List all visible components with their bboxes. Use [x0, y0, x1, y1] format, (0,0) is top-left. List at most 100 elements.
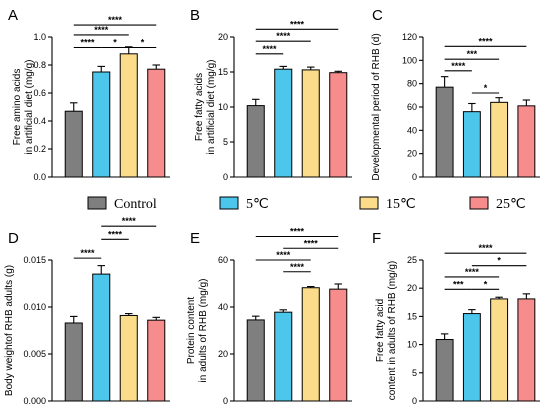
y-axis-label: Free fatty acidcontent in adults of RHB … — [375, 261, 398, 401]
legend-label: 15℃ — [386, 197, 416, 212]
y-axis-label-line: Developmental period of RHB (d) — [371, 33, 382, 180]
significance-label: *** — [453, 279, 464, 289]
y-axis-label: Protein contentin adults of RHB (mg/g) — [186, 279, 209, 383]
y-tick-label: 120 — [402, 32, 417, 42]
y-tick-label: 0 — [412, 396, 417, 406]
significance-label: * — [141, 38, 145, 48]
y-tick-label: 100 — [402, 55, 417, 65]
significance-label: **** — [94, 25, 109, 35]
bar — [147, 319, 166, 402]
bar — [301, 69, 320, 178]
y-tick-label: 0.6 — [33, 88, 46, 98]
significance-label: * — [484, 279, 488, 289]
y-axis-label-line: in artificial diet (mg/g) — [24, 59, 35, 154]
y-tick-label: 0 — [412, 172, 417, 182]
y-tick-label: 20 — [407, 283, 417, 293]
y-axis-label-line: Free fatty acids — [194, 73, 205, 141]
y-axis-label-line: Body weightof RHB adults (g) — [4, 265, 15, 396]
legend-swatch — [359, 196, 379, 210]
y-tick-label: 15 — [218, 67, 228, 77]
significance-label: **** — [290, 227, 305, 237]
bar — [119, 314, 138, 402]
y-axis-label: Free amino acidsin artificial diet (mg/g… — [12, 59, 35, 154]
legend-item: 15℃ — [359, 196, 416, 212]
bar — [435, 86, 454, 178]
panel-letter: F — [372, 230, 381, 247]
y-tick-label: 20 — [218, 32, 228, 42]
legend-label: 5℃ — [246, 197, 269, 212]
y-axis-label-line: Free amino acids — [12, 69, 23, 146]
bar — [246, 319, 265, 402]
legend-item: 25℃ — [469, 196, 526, 212]
significance-label: **** — [451, 61, 466, 71]
y-tick-label: 0.8 — [33, 60, 46, 70]
bar — [64, 322, 83, 402]
legend-swatch — [469, 196, 489, 210]
y-tick-label: 0.000 — [23, 396, 46, 406]
legend-item: 5℃ — [219, 196, 269, 212]
significance-label: **** — [290, 19, 305, 29]
panel-letter: B — [190, 7, 200, 24]
significance-label: **** — [478, 243, 493, 253]
panel-e: E 0 20 40 60 Protein contentin adults of RHB … — [186, 227, 352, 406]
bar — [301, 287, 320, 402]
y-tick-label: 15 — [407, 311, 417, 321]
y-axis-label: Body weightof RHB adults (g) — [4, 265, 15, 396]
significance-label: **** — [478, 36, 493, 46]
significance-label: **** — [465, 267, 480, 277]
bar — [64, 110, 83, 178]
y-tick-label: 1.0 — [33, 32, 46, 42]
bar — [147, 68, 166, 178]
panel-a: A 0.0 0.2 0.4 0.6 0.8 1.0 Free amino acidsin ar… — [8, 7, 170, 182]
bar — [119, 53, 138, 178]
y-tick-label: 60 — [407, 102, 417, 112]
significance-label: * — [497, 256, 501, 266]
y-tick-label: 10 — [218, 102, 228, 112]
y-axis-label-line: Free fatty acid — [375, 299, 386, 362]
y-tick-label: 10 — [407, 340, 417, 350]
significance-label: *** — [467, 49, 478, 59]
legend: Control 5℃ 15℃ 25℃ — [87, 196, 526, 212]
significance-label: * — [113, 38, 117, 48]
significance-label: **** — [290, 262, 305, 272]
y-axis-label-line: Protein content — [186, 297, 197, 364]
y-tick-label: 60 — [218, 255, 228, 265]
significance-label: **** — [262, 44, 277, 54]
panel-f: F 0 5 10 15 20 25 Free fatty acidcontent in adu… — [372, 230, 540, 406]
bar — [435, 339, 454, 402]
significance-label: **** — [304, 238, 319, 248]
y-tick-label: 0.005 — [23, 349, 46, 359]
panel-letter: E — [190, 230, 200, 247]
significance-label: **** — [80, 38, 95, 48]
panel-letter: A — [8, 7, 18, 24]
y-tick-label: 0 — [223, 396, 228, 406]
legend-label: Control — [114, 197, 157, 212]
y-axis-label-line: in adults of RHB (mg/g) — [198, 279, 209, 383]
bar — [517, 298, 536, 402]
bar — [274, 68, 293, 178]
y-tick-label: 40 — [407, 125, 417, 135]
y-tick-label: 80 — [407, 79, 417, 89]
legend-swatch — [219, 196, 239, 210]
y-tick-label: 0.0 — [33, 172, 46, 182]
y-axis-label-line: content in adults of RHB (mg/g) — [387, 261, 398, 401]
panel-d: D 0.000 0.005 0.010 0.015 Body weightof RHB a… — [4, 216, 170, 406]
bar — [329, 288, 348, 402]
panel-b: B 0 5 10 15 20 Free fatty acidsin artificial d… — [190, 7, 352, 182]
bar — [462, 111, 481, 178]
y-axis-label: Developmental period of RHB (d) — [371, 33, 382, 180]
y-axis-label-line: in artificial diet (mg/g) — [206, 59, 217, 154]
y-tick-label: 0 — [223, 172, 228, 182]
y-axis-label: Free fatty acidsin artificial diet (mg/g… — [194, 59, 217, 154]
y-tick-label: 40 — [218, 302, 228, 312]
bar — [246, 105, 265, 178]
bar — [329, 72, 348, 178]
significance-label: **** — [80, 248, 95, 258]
legend-swatch — [87, 196, 107, 210]
panel-c: C 0 20 40 60 80 100 120 Developmental period of … — [371, 7, 540, 182]
y-tick-label: 20 — [407, 149, 417, 159]
significance-label: * — [484, 83, 488, 93]
y-tick-label: 0.2 — [33, 144, 46, 154]
panel-letter: C — [372, 7, 383, 24]
